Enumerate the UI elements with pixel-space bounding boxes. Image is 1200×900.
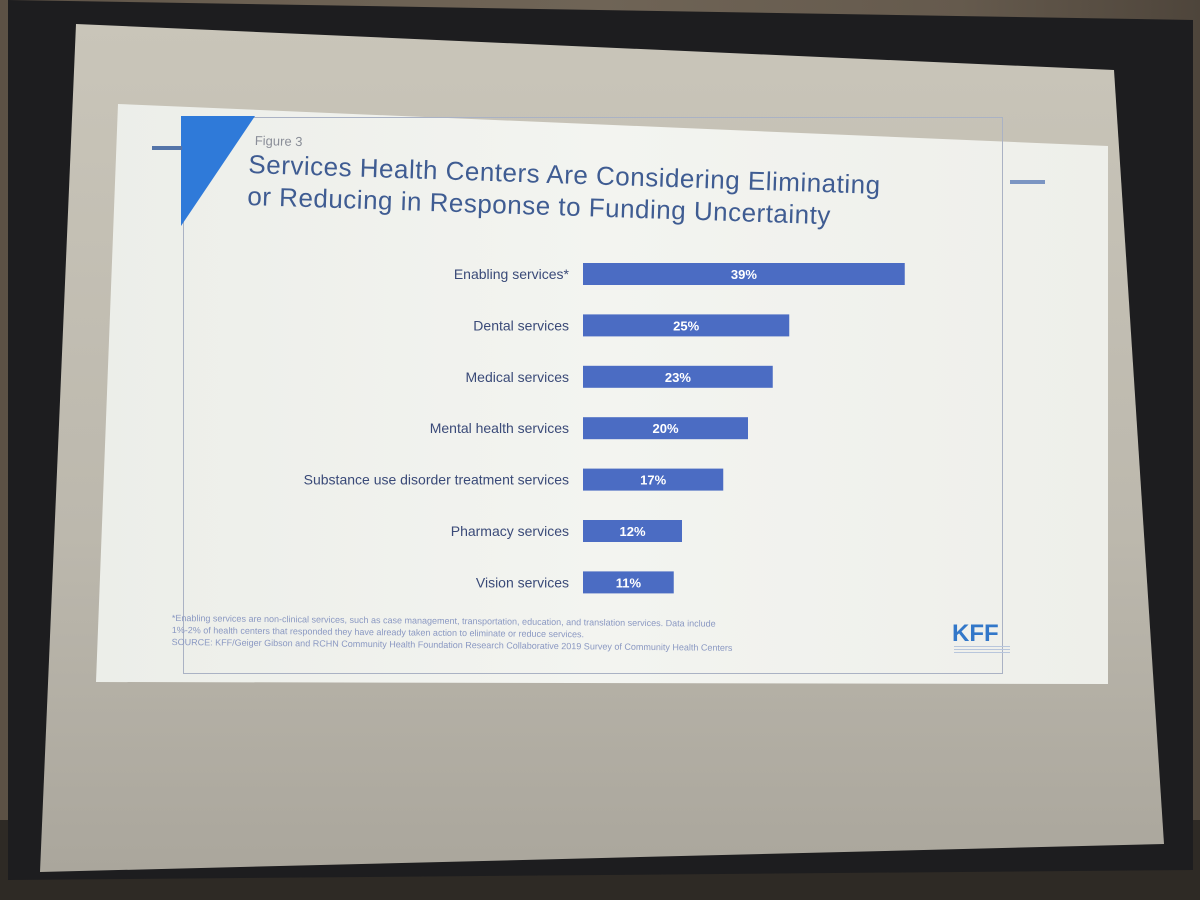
bar-value-label: 23% — [665, 370, 691, 385]
bar — [583, 571, 674, 594]
figure-label: Figure 3 — [254, 133, 303, 150]
right-accent-bar — [1010, 180, 1045, 184]
left-accent-bar — [152, 146, 182, 150]
bar — [583, 468, 724, 491]
bar — [583, 365, 773, 388]
bar-value-label: 39% — [731, 267, 757, 282]
bar-value-label: 20% — [652, 421, 678, 436]
bar-value-label: 11% — [616, 575, 642, 590]
bar — [583, 417, 748, 440]
bar-value-label: 12% — [619, 524, 645, 539]
category-label: Mental health services — [430, 420, 569, 436]
category-label: Vision services — [476, 574, 569, 590]
slide-frame — [183, 117, 1003, 674]
bar-value-label: 25% — [673, 318, 699, 333]
bar-value-label: 17% — [640, 473, 666, 488]
bar — [583, 520, 682, 542]
category-label: Pharmacy services — [451, 523, 569, 539]
kff-logo: KFF — [952, 620, 999, 647]
kff-logo-subtext — [954, 646, 1010, 654]
category-label: Enabling services* — [454, 266, 570, 282]
category-label: Medical services — [466, 369, 569, 385]
category-label: Substance use disorder treatment service… — [304, 472, 569, 488]
bar — [583, 314, 790, 337]
bar — [583, 263, 905, 285]
bar-chart: Enabling services* 39% Dental services 25% M… — [304, 263, 905, 594]
category-label: Dental services — [473, 317, 569, 333]
